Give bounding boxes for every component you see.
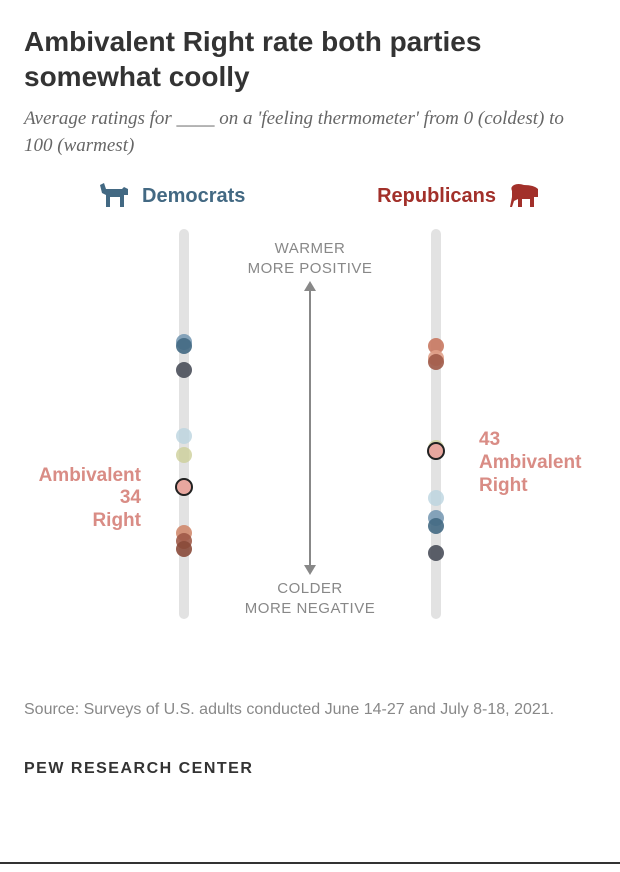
footer-attribution: PEW RESEARCH CENTER: [24, 760, 596, 778]
elephant-icon: [504, 181, 544, 211]
arrow-line: [309, 289, 311, 567]
data-point: [428, 545, 444, 561]
highlighted-point: [427, 442, 445, 460]
dem-highlight-callout: Ambivalent 34 Right: [24, 465, 141, 533]
data-point: [428, 354, 444, 370]
donkey-icon: [94, 181, 134, 211]
data-point: [176, 362, 192, 378]
data-point: [176, 541, 192, 557]
bottom-rule: [0, 862, 620, 864]
chart-area: Democrats Republicans WARMER MORE POSITI…: [24, 181, 596, 671]
data-point: [176, 338, 192, 354]
data-point: [176, 447, 192, 463]
warmer-label: WARMER MORE POSITIVE: [248, 239, 373, 278]
rep-thermometer: [431, 229, 441, 619]
data-point: [428, 518, 444, 534]
dem-thermometer: [179, 229, 189, 619]
chart-subtitle: Average ratings for ____ on a 'feeling t…: [24, 106, 596, 159]
arrow-down-icon: [304, 565, 316, 575]
data-point: [176, 428, 192, 444]
data-point: [428, 490, 444, 506]
democrats-header: Democrats: [94, 181, 245, 211]
republicans-header: Republicans: [377, 181, 544, 211]
highlighted-point: [175, 478, 193, 496]
republicans-label: Republicans: [377, 185, 496, 208]
rep-highlight-callout: 43 Ambivalent Right: [479, 429, 596, 497]
democrats-label: Democrats: [142, 185, 245, 208]
source-text: Source: Surveys of U.S. adults conducted…: [24, 699, 596, 721]
chart-title: Ambivalent Right rate both parties somew…: [24, 24, 596, 94]
colder-label: COLDER MORE NEGATIVE: [245, 579, 375, 618]
